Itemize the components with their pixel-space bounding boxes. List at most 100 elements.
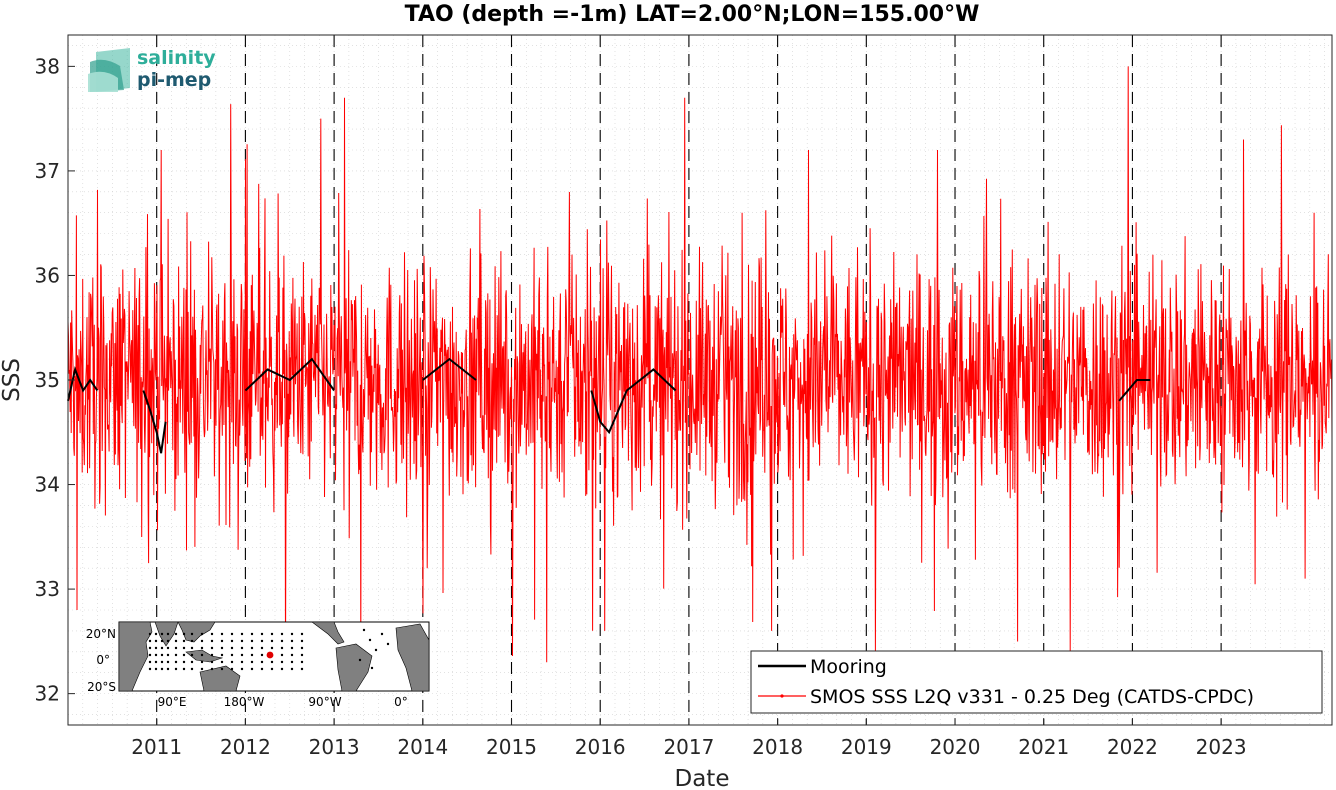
inset-mooring-dot: [166, 639, 170, 643]
legend-box: [750, 650, 1323, 714]
inset-mooring-dot: [290, 639, 294, 643]
inset-mooring-dot: [160, 632, 164, 636]
inset-mooring-dot: [200, 639, 204, 643]
x-tick-label: 2017: [663, 735, 714, 759]
inset-lon-label: 90°E: [158, 695, 187, 709]
inset-mooring-dot: [160, 646, 164, 650]
inset-lat-label: 0°: [96, 653, 110, 667]
inset-mooring-dot: [154, 667, 158, 671]
inset-mooring-dot: [160, 667, 164, 671]
inset-mooring-dot: [154, 660, 158, 664]
y-tick-label: 35: [35, 368, 60, 392]
inset-mooring-dot: [190, 667, 194, 671]
inset-mooring-dot: [260, 653, 264, 657]
inset-map: 20°N 0° 20°S 90°E 180°W 90°W 0°: [86, 621, 430, 709]
x-tick-label: 2021: [1018, 735, 1069, 759]
inset-mooring-dot: [190, 639, 194, 643]
y-tick-label: 36: [35, 263, 60, 287]
inset-mooring-dot: [280, 632, 284, 636]
inset-mooring-dot: [260, 667, 264, 671]
x-axis-label: Date: [675, 766, 730, 790]
y-tick-label: 34: [35, 473, 60, 497]
y-tick-label: 37: [35, 159, 60, 183]
inset-mooring-dot: [220, 639, 224, 643]
logo-text-line2: pi-mep: [137, 69, 211, 91]
inset-mooring-dot: [182, 632, 186, 636]
inset-mooring-dot: [220, 660, 224, 664]
inset-mooring-dot: [182, 639, 186, 643]
inset-mooring-dot: [190, 660, 194, 664]
inset-mooring-dot: [210, 660, 214, 664]
inset-mooring-dot: [148, 646, 152, 650]
land-africa: [119, 622, 153, 691]
inset-mooring-dot: [270, 632, 274, 636]
inset-mooring-dot: [210, 646, 214, 650]
x-tick-label: 2011: [131, 735, 182, 759]
land-west-africa: [395, 623, 429, 691]
inset-mooring-dot: [166, 660, 170, 664]
inset-mooring-dot: [300, 646, 304, 650]
inset-mooring-dot: [300, 667, 304, 671]
inset-mooring-dot: [240, 653, 244, 657]
inset-mooring-dot: [374, 648, 378, 652]
inset-mooring-dot: [154, 639, 158, 643]
pimep-logo: salinity pi-mep: [88, 47, 216, 92]
land-south-america: [335, 643, 373, 691]
inset-mooring-dots: [148, 628, 390, 671]
inset-mooring-dot: [270, 646, 274, 650]
inset-mooring-dot: [230, 660, 234, 664]
land-asia: [177, 622, 216, 643]
y-tick-label: 33: [35, 577, 60, 601]
inset-mooring-dot: [240, 632, 244, 636]
y-tick-label: 38: [35, 54, 60, 78]
inset-mooring-dot: [290, 653, 294, 657]
logo-text-line1: salinity: [137, 47, 216, 69]
inset-mooring-dot: [166, 653, 170, 657]
inset-mooring-dot: [250, 632, 254, 636]
inset-lon-label: 180°W: [224, 695, 265, 709]
inset-mooring-dot: [220, 646, 224, 650]
series-mooring-line: [1118, 379, 1151, 402]
series-mooring-line: [422, 357, 477, 381]
inset-mooring-dot: [250, 646, 254, 650]
inset-mooring-dot: [166, 667, 170, 671]
inset-mooring-dot: [230, 632, 234, 636]
inset-mooring-dot: [250, 653, 254, 657]
logo-wave-icon: [88, 71, 118, 92]
inset-mooring-dot: [280, 660, 284, 664]
inset-mooring-dot: [240, 646, 244, 650]
y-axis-label: SSS: [0, 358, 25, 402]
inset-mooring-dot: [190, 653, 194, 657]
inset-mooring-dot: [166, 632, 170, 636]
inset-mooring-dot: [362, 628, 366, 632]
inset-mooring-dot: [260, 646, 264, 650]
inset-mooring-dot: [174, 653, 178, 657]
inset-mooring-dot: [270, 667, 274, 671]
inset-mooring-dot: [154, 653, 158, 657]
inset-mooring-dot: [280, 653, 284, 657]
inset-mooring-dot: [250, 660, 254, 664]
inset-mooring-dot: [154, 632, 158, 636]
inset-mooring-dot: [182, 667, 186, 671]
inset-mooring-dot: [210, 653, 214, 657]
inset-mooring-dot: [182, 653, 186, 657]
inset-mooring-dot: [160, 653, 164, 657]
series-mooring-line: [142, 390, 167, 454]
y-tick-label: 32: [35, 682, 60, 706]
x-tick-label: 2020: [930, 735, 981, 759]
inset-mooring-dot: [260, 660, 264, 664]
legend: Mooring SMOS SSS L2Q v331 - 0.25 Deg (CA…: [750, 650, 1323, 714]
inset-mooring-dot: [148, 639, 152, 643]
inset-mooring-dot: [380, 632, 384, 636]
inset-mooring-dot: [210, 639, 214, 643]
inset-mooring-dot: [148, 653, 152, 657]
land-central-america: [311, 622, 345, 645]
chart-title: TAO (depth =-1m) LAT=2.00°N;LON=155.00°W: [405, 2, 980, 27]
inset-mooring-dot: [200, 660, 204, 664]
inset-mooring-dot: [260, 632, 264, 636]
inset-mooring-dot: [368, 638, 372, 642]
x-tick-label: 2023: [1196, 735, 1247, 759]
inset-mooring-dot: [230, 653, 234, 657]
inset-mooring-dot: [290, 667, 294, 671]
